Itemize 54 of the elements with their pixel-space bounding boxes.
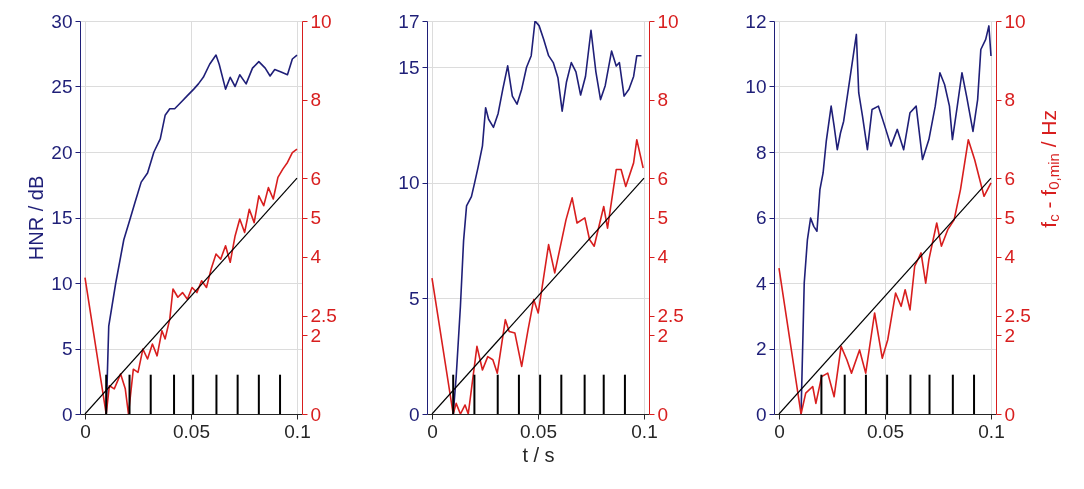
- x-tick-label: 0.1: [631, 420, 658, 442]
- y-tick-label: 20: [51, 141, 73, 163]
- y2-tick-label: 2: [310, 324, 322, 346]
- y-tick-label: 0: [61, 403, 73, 425]
- y2-tick-label: 4: [310, 246, 322, 268]
- y2-tick-label: 8: [657, 89, 669, 111]
- y-tick-label: 12: [745, 10, 767, 32]
- y-tick-label: 5: [61, 338, 73, 359]
- x-tick-label: 0: [427, 420, 438, 442]
- y-tick-label: 17: [398, 10, 420, 32]
- y-tick-label: 5: [408, 287, 420, 309]
- x-tick-label: 0.1: [978, 420, 1005, 442]
- y2-tick-label: 8: [1004, 89, 1016, 111]
- y2-tick-label: 2: [1004, 324, 1016, 346]
- y-tick-label: 10: [51, 272, 73, 294]
- y2-tick-label: 10: [310, 10, 332, 32]
- y2-tick-label: 0: [1004, 403, 1016, 425]
- y-tick-label: 10: [398, 172, 420, 194]
- y-tick-label: 2: [755, 338, 767, 359]
- y-tick-label: 10: [745, 76, 767, 97]
- x-tick-label: 0: [774, 420, 785, 442]
- x-tick-label: 0.1: [284, 420, 311, 442]
- y2-tick-label: 6: [310, 167, 322, 189]
- y2-tick-label: 4: [657, 246, 669, 268]
- y-tick-label: 25: [51, 76, 73, 97]
- y2-tick-label: 2.5: [310, 305, 337, 327]
- y2-tick-label: 2: [657, 324, 669, 346]
- y2-tick-label: 5: [657, 207, 669, 228]
- y2-tick-label: 5: [1004, 207, 1016, 228]
- y2-tick-label: 10: [1004, 10, 1026, 32]
- y2-tick-label: 6: [1004, 167, 1016, 189]
- y2-tick-label: 10: [657, 10, 679, 32]
- y-tick-label: 0: [755, 403, 767, 425]
- y-tick-label: 15: [51, 207, 73, 228]
- y2-tick-label: 8: [310, 89, 322, 111]
- y2-tick-label: 4: [1004, 246, 1016, 268]
- x-tick-label: 0.05: [520, 420, 557, 442]
- x-tick-label: 0.05: [867, 420, 904, 442]
- x-axis-title: t / s: [522, 443, 555, 466]
- y2-tick-label: 5: [310, 207, 322, 228]
- y2-tick-label: 6: [657, 167, 669, 189]
- y2-tick-label: 2.5: [657, 305, 684, 327]
- y2-tick-label: 0: [657, 403, 669, 425]
- y-tick-label: 30: [51, 10, 73, 32]
- y-tick-label: 15: [398, 56, 420, 78]
- y-tick-label: 8: [755, 141, 767, 163]
- y-tick-label: 0: [408, 403, 420, 425]
- y-tick-label: 4: [755, 272, 767, 294]
- y2-tick-label: 2.5: [1004, 305, 1031, 327]
- x-tick-label: 0: [80, 420, 91, 442]
- y2-tick-label: 0: [310, 403, 322, 425]
- y-axis-title: HNR / dB: [25, 175, 48, 261]
- x-tick-label: 0.05: [173, 420, 210, 442]
- y-tick-label: 6: [755, 207, 767, 228]
